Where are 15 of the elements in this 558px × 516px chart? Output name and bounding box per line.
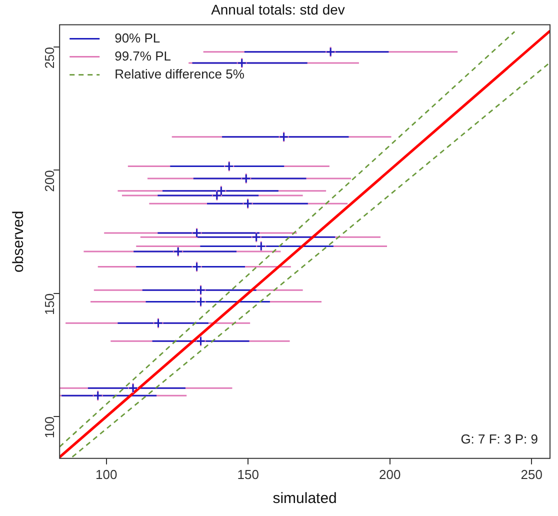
x-axis-title: simulated bbox=[272, 490, 337, 508]
chart-title: Annual totals: std dev bbox=[211, 1, 345, 18]
y-tick-label: 150 bbox=[42, 293, 58, 316]
y-tick-label: 100 bbox=[42, 416, 58, 438]
legend-label: 90% PL bbox=[114, 30, 160, 46]
x-tick-label: 250 bbox=[520, 466, 542, 482]
legend-label: 99.7% PL bbox=[114, 48, 171, 64]
y-tick-label: 250 bbox=[42, 46, 58, 69]
x-tick-label: 200 bbox=[378, 466, 401, 482]
x-tick-label: 150 bbox=[237, 466, 259, 482]
y-tick-label: 200 bbox=[42, 170, 58, 192]
x-tick-label: 100 bbox=[96, 466, 118, 482]
y-axis-title: observed bbox=[10, 210, 28, 272]
annotation: G: 7 F: 3 P: 9 bbox=[460, 431, 538, 446]
legend-label: Relative difference 5% bbox=[114, 66, 245, 82]
